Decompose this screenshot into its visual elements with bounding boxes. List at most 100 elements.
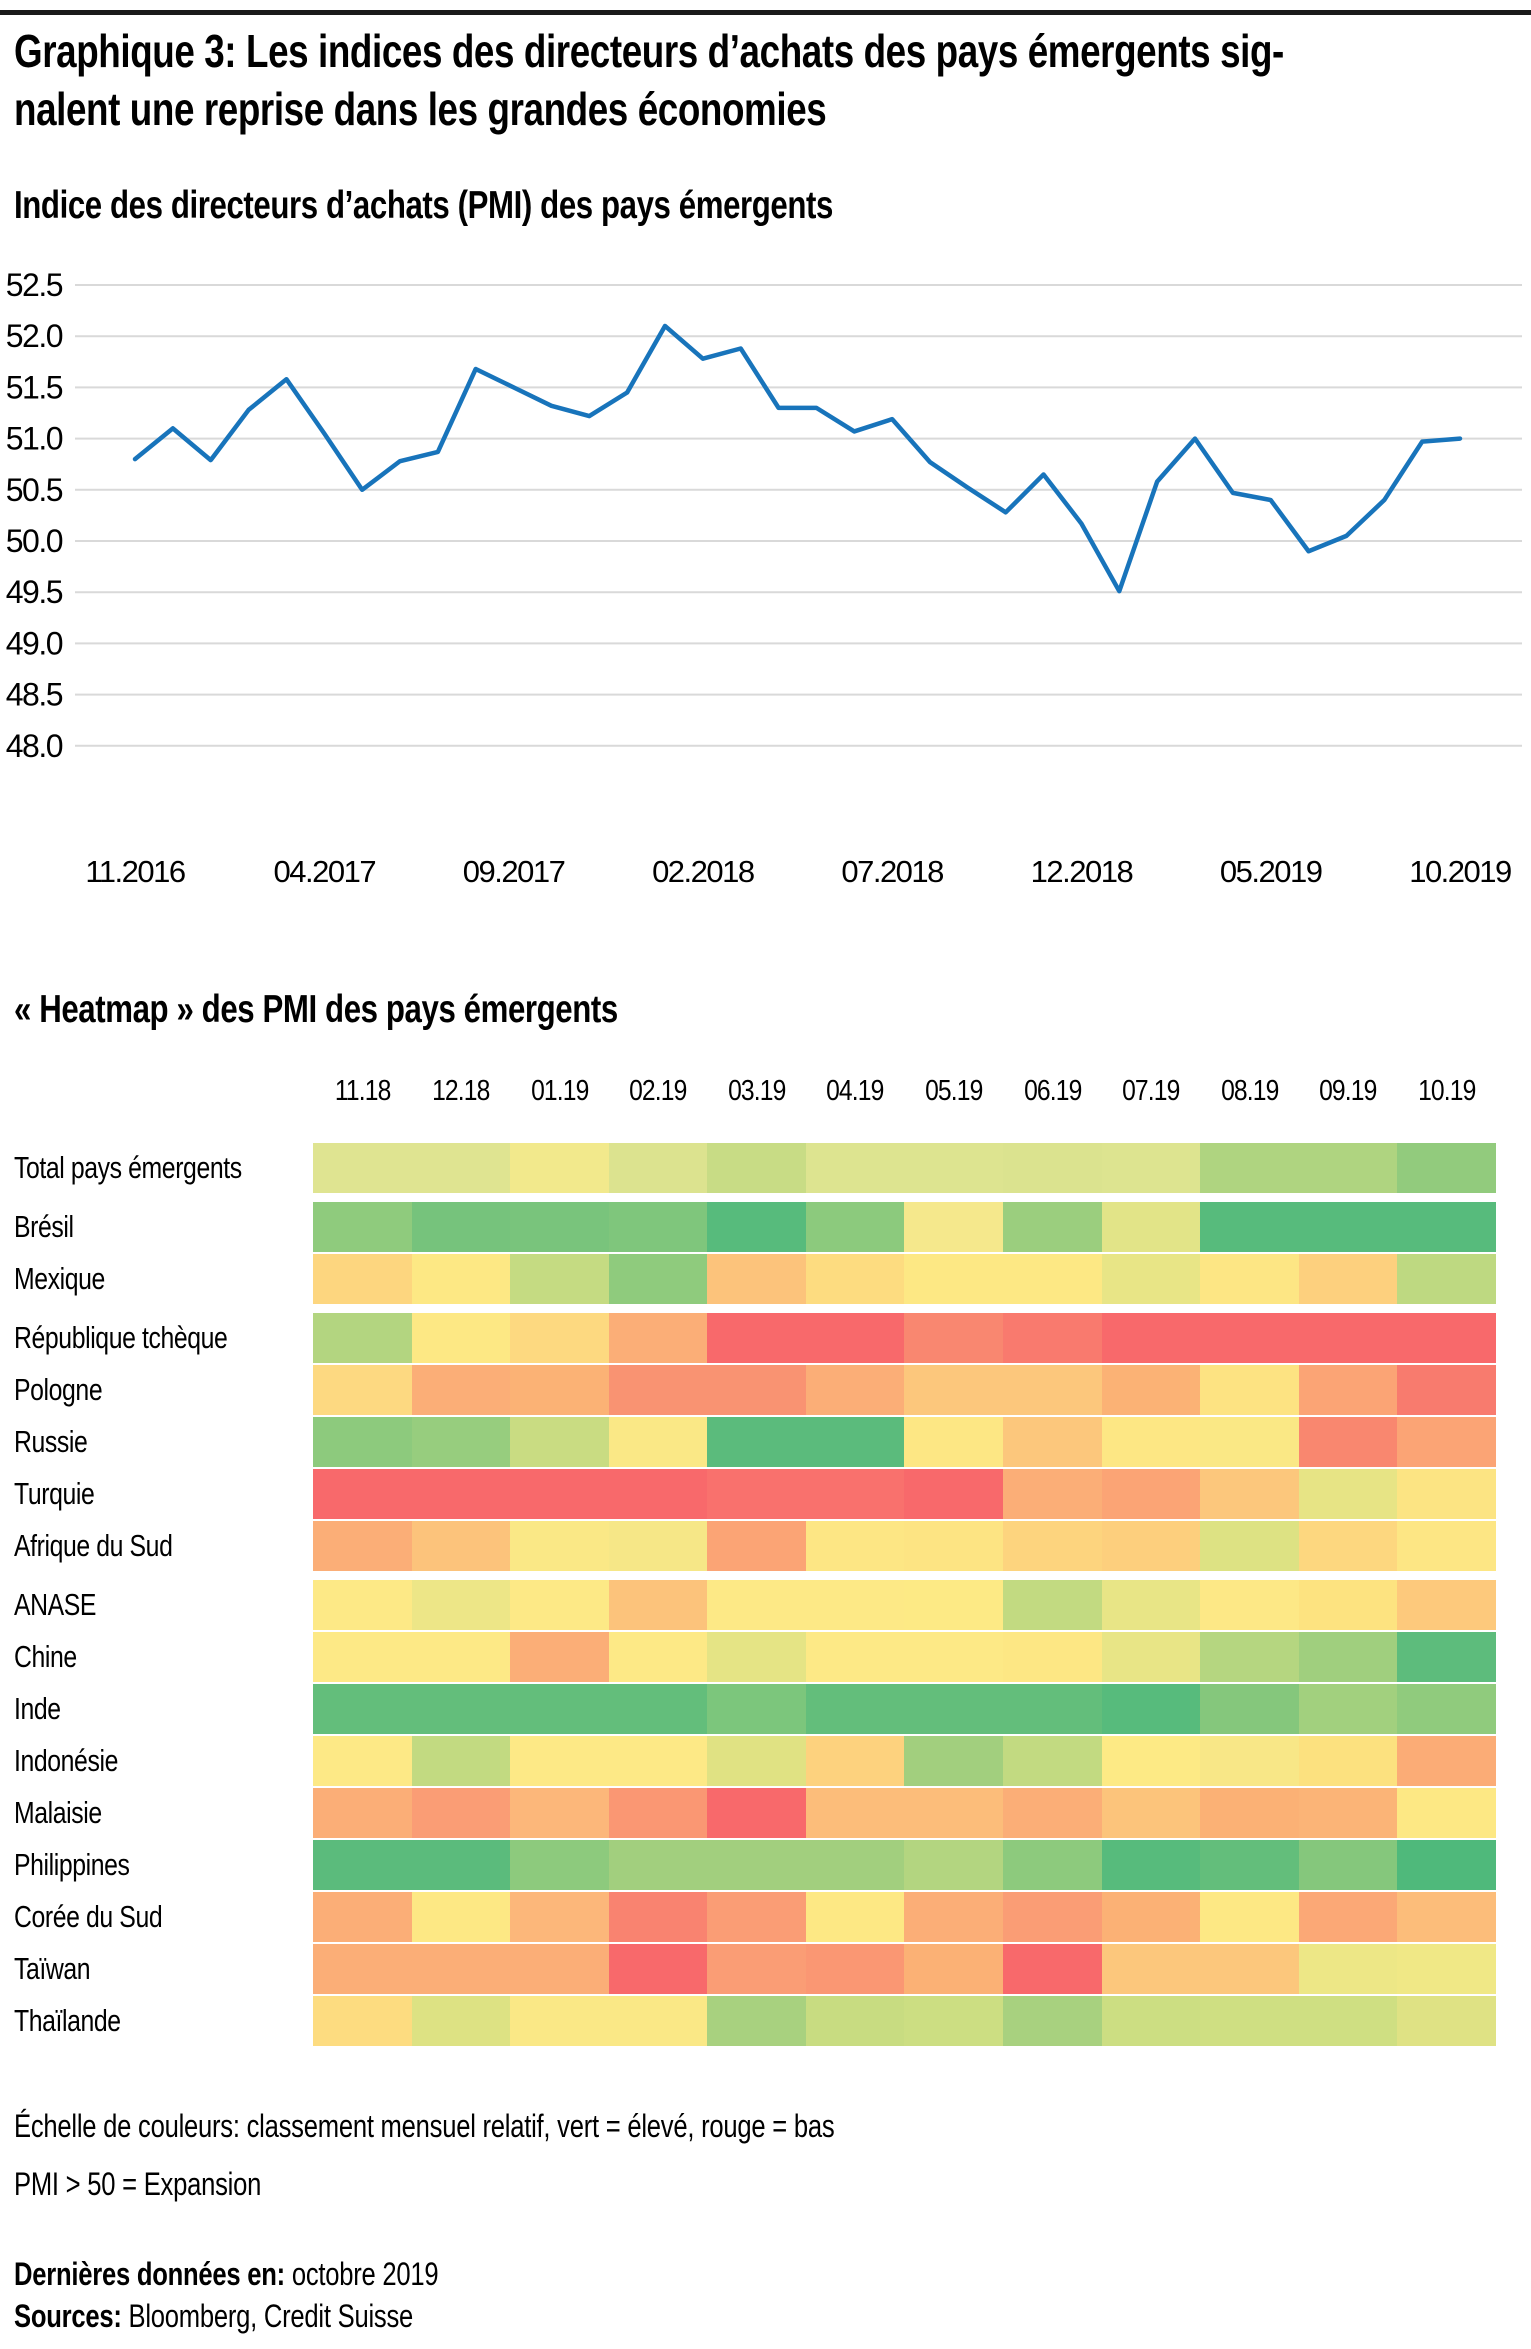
heatmap-cell (1200, 1580, 1299, 1630)
heatmap-cell (313, 1944, 412, 1994)
pmi-series-line (132, 323, 1463, 594)
color-scale-note: Échelle de couleurs: classement mensuel … (14, 2108, 835, 2144)
expansion-note: PMI > 50 = Expansion (14, 2166, 262, 2202)
heatmap-cell (707, 1944, 806, 1994)
heatmap-cell (411, 1632, 511, 1682)
heatmap-row-label: Philippines (14, 1847, 130, 1882)
heatmap-cell (510, 1632, 609, 1682)
heatmap-cell (1200, 1944, 1299, 1994)
heatmap-cell (1200, 1521, 1299, 1571)
heatmap-cell (1101, 1521, 1201, 1571)
heatmap-cell (1298, 1521, 1398, 1571)
heatmap-cell (411, 1202, 511, 1252)
heatmap-cell (313, 1365, 412, 1415)
heatmap-cell (1101, 1684, 1201, 1734)
heatmap-cell (313, 1417, 412, 1467)
heatmap-cell (1298, 1684, 1398, 1734)
heatmap-row-label: Chine (14, 1639, 77, 1674)
heatmap-cell (904, 1788, 1004, 1838)
heatmap-row-label: Pologne (14, 1372, 103, 1407)
heatmap-cell (313, 1788, 412, 1838)
heatmap-cell (411, 1143, 511, 1193)
heatmap-cell (805, 1417, 905, 1467)
heatmap-cell (805, 1254, 905, 1304)
y-axis-tick-label: 48.5 (6, 677, 63, 713)
heatmap-cell (313, 1684, 412, 1734)
heatmap-cell (904, 1469, 1004, 1519)
x-axis-tick-label: 10.2019 (1409, 854, 1511, 889)
heatmap-cell (707, 1580, 806, 1630)
heatmap-cell (510, 1580, 609, 1630)
heatmap-cell (1101, 1254, 1201, 1304)
heatmap-cell (805, 1202, 905, 1252)
heatmap-row-label: Malaisie (14, 1795, 102, 1830)
heatmap-row: Inde (14, 1684, 1496, 1734)
heatmap-cell (904, 1892, 1004, 1942)
heatmap-cell (608, 1521, 708, 1571)
heatmap-cell (608, 1313, 708, 1363)
pmi-line-chart: 52.5 52.0 51.5 51.0 50.5 50.0 49.5 49.0 48.5 48.0… (6, 267, 1522, 889)
heatmap-row-label: Thaïlande (14, 2003, 121, 2038)
heatmap-cell (707, 1254, 806, 1304)
heatmap-grid: Total pays émergents Brésil Mexique Républi… (14, 1143, 1496, 2048)
heatmap-cell (313, 1254, 412, 1304)
heatmap-cell (313, 1469, 412, 1519)
heatmap-cell (1298, 1254, 1398, 1304)
heatmap-row: Indonésie (14, 1736, 1496, 1786)
heatmap-cell (1397, 1944, 1496, 1994)
heatmap-cell (608, 1840, 708, 1890)
x-axis-tick-label: 05.2019 (1220, 854, 1322, 889)
heatmap-cell (707, 1892, 806, 1942)
heatmap-cell (1101, 1632, 1201, 1682)
heatmap-cell (510, 1788, 609, 1838)
heatmap-cell (411, 1580, 511, 1630)
y-axis-tick-label: 51.0 (6, 421, 63, 457)
heatmap-cell (510, 1417, 609, 1467)
heatmap-cell (510, 1684, 609, 1734)
heatmap-cell (1200, 1202, 1299, 1252)
x-axis-tick-label: 04.2017 (274, 854, 376, 889)
heatmap-cell (313, 1996, 412, 2046)
heatmap-cell (707, 1736, 806, 1786)
page-title: Graphique 3: Les indices des directeurs … (14, 22, 1531, 138)
page-title-line-1: Graphique 3: Les indices des directeurs … (14, 25, 1284, 77)
heatmap-row: Afrique du Sud (14, 1521, 1496, 1571)
heatmap-cell (1003, 1996, 1102, 2046)
heatmap-cell (1101, 1313, 1201, 1363)
heatmap-cell (1298, 1417, 1398, 1467)
heatmap-cell (313, 1892, 412, 1942)
x-axis-tick-label: 07.2018 (841, 854, 943, 889)
heatmap-cell (1101, 1944, 1201, 1994)
heatmap-cell (1298, 1632, 1398, 1682)
heatmap-cell (411, 1788, 511, 1838)
heatmap-row: Total pays émergents (14, 1143, 1496, 1193)
heatmap-cell (904, 1365, 1004, 1415)
heatmap-column-header: 04.19 (826, 1075, 884, 1107)
heatmap-cell (608, 1788, 708, 1838)
heatmap-cell (1200, 1313, 1299, 1363)
heatmap-cell (1397, 1788, 1496, 1838)
heatmap-cell (707, 1202, 806, 1252)
y-axis-tick-label: 48.0 (6, 728, 63, 764)
page-title-line-2: nalent une reprise dans les grandes écon… (14, 83, 827, 135)
heatmap-cell (904, 1996, 1004, 2046)
heatmap-cell (1003, 1365, 1102, 1415)
heatmap-cell (608, 1736, 708, 1786)
heatmap-cell (1200, 1684, 1299, 1734)
sources-line: Sources: Bloomberg, Credit Suisse (14, 2298, 513, 2335)
heatmap-cell (805, 1365, 905, 1415)
heatmap-column-header: 08.19 (1220, 1075, 1279, 1107)
heatmap-cell (411, 1417, 511, 1467)
heatmap-cell (805, 1632, 905, 1682)
heatmap-cell (411, 1996, 511, 2046)
heatmap-cell (707, 1684, 806, 1734)
heatmap-cell (1298, 1313, 1398, 1363)
heatmap-cell (1397, 1313, 1496, 1363)
heatmap-cell (608, 1365, 708, 1415)
heatmap-cell (1003, 1202, 1102, 1252)
heatmap-cell (411, 1840, 511, 1890)
heatmap-row-label: Total pays émergents (14, 1150, 242, 1185)
y-axis-tick-label: 49.5 (6, 574, 63, 610)
x-axis-tick-label: 11.2016 (85, 854, 185, 889)
